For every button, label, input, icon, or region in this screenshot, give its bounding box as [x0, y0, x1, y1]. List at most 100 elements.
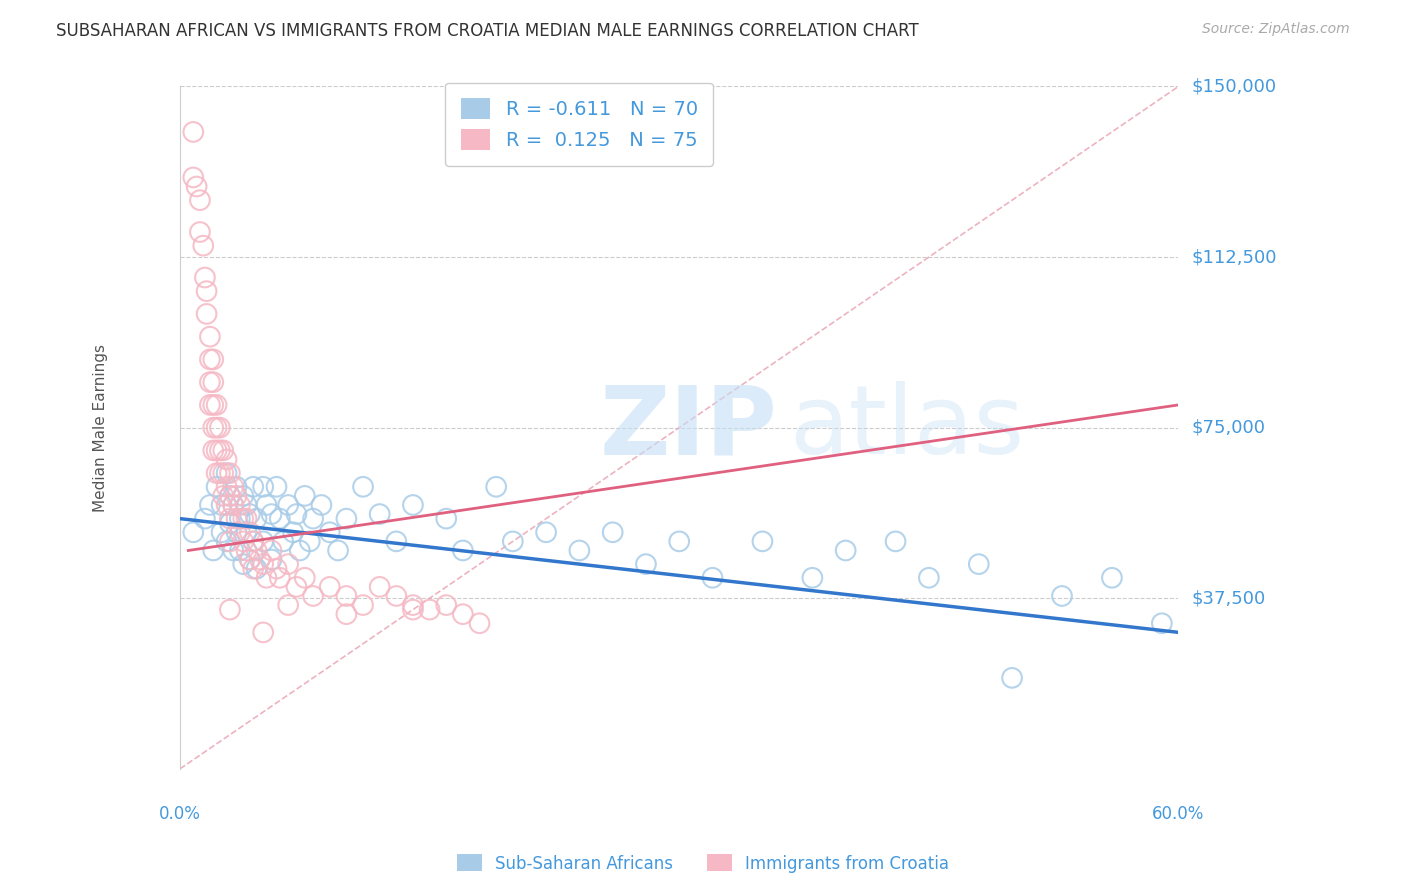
Text: Median Male Earnings: Median Male Earnings: [93, 343, 108, 512]
Point: [239, 507, 262, 521]
Point: [271, 534, 294, 549]
Point: [229, 498, 252, 512]
Point: [302, 589, 325, 603]
Point: [269, 571, 291, 585]
Point: [181, 170, 204, 185]
Point: [208, 466, 231, 480]
Point: [205, 398, 228, 412]
Point: [352, 598, 374, 612]
Point: [368, 580, 391, 594]
Point: [368, 507, 391, 521]
Point: [225, 511, 247, 525]
Point: [222, 480, 245, 494]
Text: ZIP: ZIP: [599, 381, 778, 475]
Point: [260, 552, 283, 566]
Point: [266, 562, 288, 576]
Point: [634, 557, 657, 571]
Point: [193, 238, 215, 252]
Point: [232, 511, 254, 525]
Point: [195, 307, 218, 321]
Point: [229, 543, 252, 558]
Point: [335, 589, 357, 603]
Point: [285, 507, 308, 521]
Point: [195, 284, 218, 298]
Point: [215, 452, 238, 467]
Point: [269, 511, 291, 525]
Point: [232, 557, 254, 571]
Point: [485, 480, 508, 494]
Point: [219, 602, 242, 616]
Point: [212, 466, 235, 480]
Point: [245, 511, 267, 525]
Point: [801, 571, 824, 585]
Point: [1050, 589, 1073, 603]
Point: [219, 489, 242, 503]
Point: [215, 534, 238, 549]
Text: $37,500: $37,500: [1192, 590, 1265, 607]
Point: [239, 552, 262, 566]
Point: [326, 543, 349, 558]
Point: [402, 598, 425, 612]
Point: [222, 498, 245, 512]
Point: [1001, 671, 1024, 685]
Point: [215, 480, 238, 494]
Point: [568, 543, 591, 558]
Point: [502, 534, 524, 549]
Point: [212, 489, 235, 503]
Point: [702, 571, 724, 585]
Point: [242, 534, 264, 549]
Point: [884, 534, 907, 549]
Point: [208, 420, 231, 434]
Point: [834, 543, 856, 558]
Point: [319, 525, 342, 540]
Point: [266, 480, 288, 494]
Point: [235, 511, 257, 525]
Point: [277, 498, 299, 512]
Point: [277, 598, 299, 612]
Point: [294, 489, 316, 503]
Point: [252, 534, 274, 549]
Point: [402, 602, 425, 616]
Point: [205, 466, 228, 480]
Point: [967, 557, 990, 571]
Point: [277, 557, 299, 571]
Point: [225, 525, 247, 540]
Point: [294, 571, 316, 585]
Point: [198, 329, 221, 343]
Point: [219, 489, 242, 503]
Point: [232, 534, 254, 549]
Point: [194, 270, 217, 285]
Point: [205, 480, 228, 494]
Point: [225, 480, 247, 494]
Point: [202, 375, 225, 389]
Point: [229, 511, 252, 525]
Point: [402, 498, 425, 512]
Text: 0.0%: 0.0%: [159, 805, 201, 823]
Point: [451, 607, 474, 622]
Point: [335, 607, 357, 622]
Point: [751, 534, 773, 549]
Text: atlas: atlas: [789, 381, 1024, 475]
Text: $150,000: $150,000: [1192, 78, 1277, 95]
Text: SUBSAHARAN AFRICAN VS IMMIGRANTS FROM CROATIA MEDIAN MALE EARNINGS CORRELATION C: SUBSAHARAN AFRICAN VS IMMIGRANTS FROM CR…: [56, 22, 920, 40]
Point: [202, 398, 225, 412]
Text: 60.0%: 60.0%: [1153, 805, 1205, 823]
Point: [212, 443, 235, 458]
Point: [186, 179, 208, 194]
Point: [215, 498, 238, 512]
Point: [602, 525, 624, 540]
Legend: Sub-Saharan Africans, Immigrants from Croatia: Sub-Saharan Africans, Immigrants from Cr…: [450, 847, 956, 880]
Point: [202, 420, 225, 434]
Point: [468, 616, 491, 631]
Point: [235, 525, 257, 540]
Point: [285, 580, 308, 594]
Point: [281, 525, 304, 540]
Point: [335, 511, 357, 525]
Point: [311, 498, 333, 512]
Point: [288, 543, 311, 558]
Point: [198, 498, 221, 512]
Point: [319, 580, 342, 594]
Point: [219, 466, 242, 480]
Point: [205, 420, 228, 434]
Point: [385, 589, 408, 603]
